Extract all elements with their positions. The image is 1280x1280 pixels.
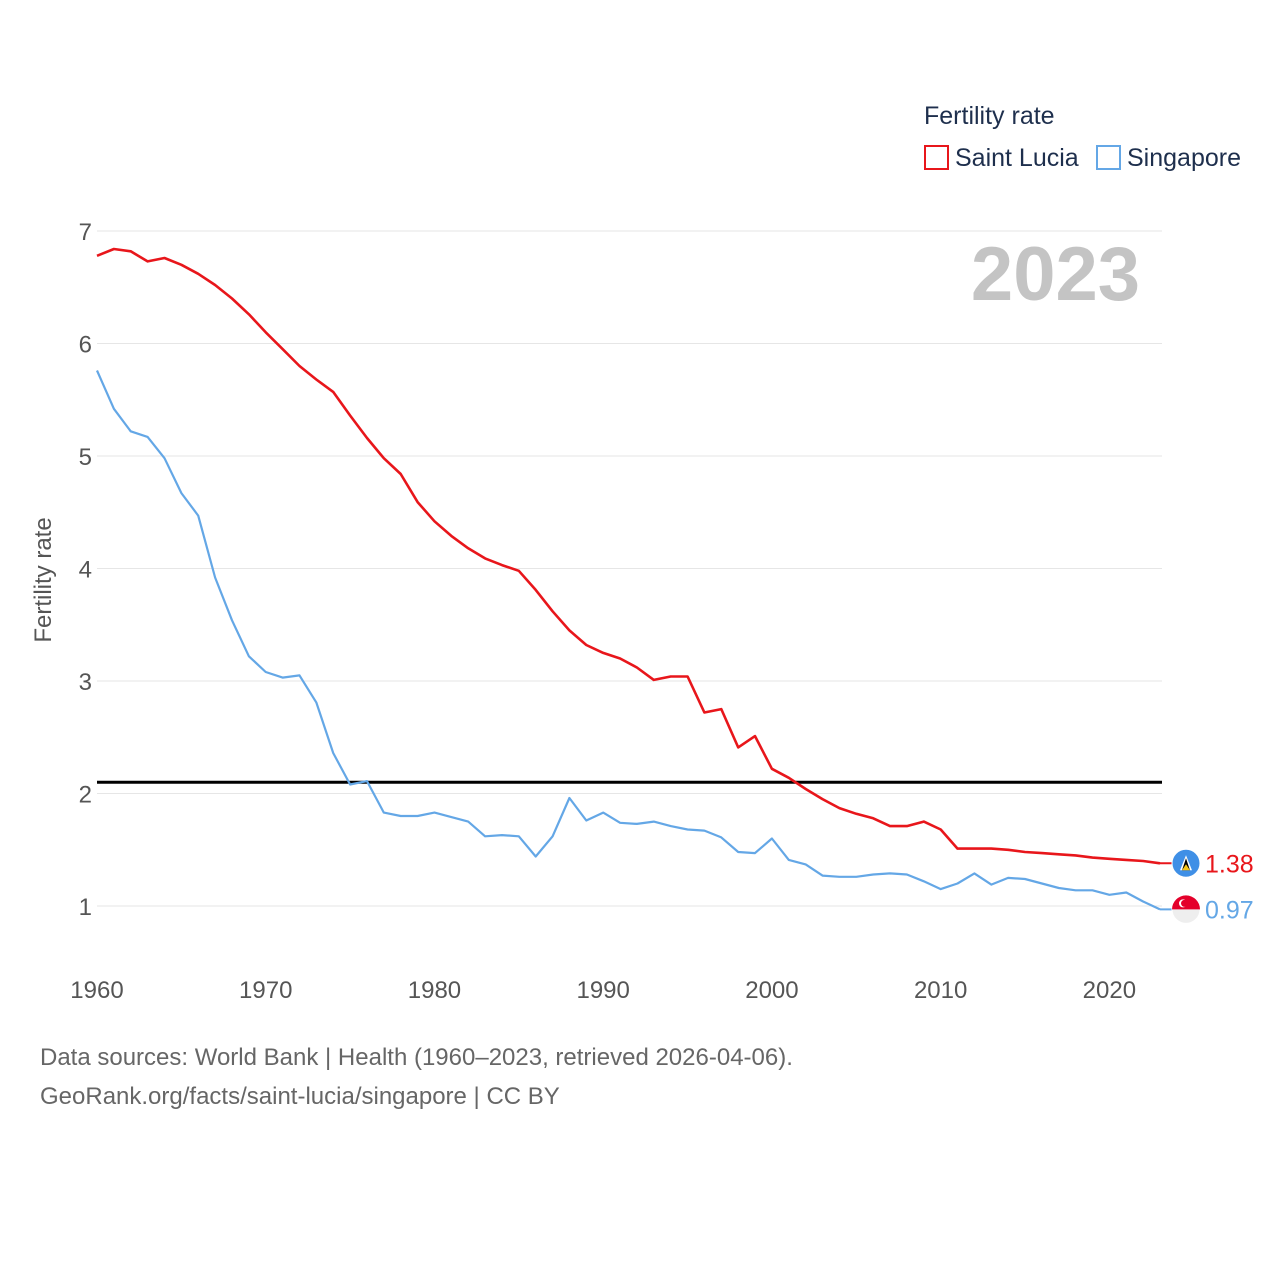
end-value-singapore: 0.97 (1205, 896, 1254, 924)
source-line-2[interactable]: GeoRank.org/facts/saint-lucia/singapore … (40, 1083, 560, 1110)
x-tick-1970: 1970 (239, 977, 292, 1004)
legend-swatch-saint-lucia (924, 145, 949, 170)
x-tick-labels: 1960 1970 1980 1990 2000 2010 2020 (70, 977, 1136, 1004)
source-line-1: Data sources: World Bank | Health (1960–… (40, 1044, 793, 1071)
y-tick-4: 4 (79, 557, 92, 584)
legend-label-singapore: Singapore (1127, 144, 1241, 172)
flag-saint-lucia-icon (1171, 848, 1201, 878)
legend-title: Fertility rate (924, 102, 1055, 130)
legend: Fertility rate Saint Lucia Singapore (924, 102, 1241, 172)
x-tick-1980: 1980 (408, 977, 461, 1004)
x-tick-2010: 2010 (914, 977, 967, 1004)
y-tick-1: 1 (79, 894, 92, 921)
legend-swatch-singapore (1096, 145, 1121, 170)
y-tick-7: 7 (79, 219, 92, 246)
x-tick-1990: 1990 (576, 977, 629, 1004)
legend-label-saint-lucia: Saint Lucia (955, 144, 1079, 172)
flag-singapore-icon (1171, 894, 1201, 924)
x-tick-1960: 1960 (70, 977, 123, 1004)
y-tick-labels: 1 2 3 4 5 6 7 (79, 219, 92, 921)
year-watermark: 2023 (971, 232, 1140, 317)
x-tick-2000: 2000 (745, 977, 798, 1004)
y-axis-label: Fertility rate (30, 517, 57, 642)
series-lines (95, 247, 1161, 911)
y-tick-6: 6 (79, 332, 92, 359)
series-line-singapore (95, 370, 1161, 911)
y-tick-3: 3 (79, 669, 92, 696)
grid-lines (97, 230, 1162, 907)
x-tick-2020: 2020 (1083, 977, 1136, 1004)
end-markers: 1.38 0.97 (1160, 848, 1254, 924)
end-value-saint-lucia: 1.38 (1205, 850, 1254, 878)
y-tick-5: 5 (79, 444, 92, 471)
y-tick-2: 2 (79, 782, 92, 809)
series-line-saint-lucia (96, 247, 1161, 865)
